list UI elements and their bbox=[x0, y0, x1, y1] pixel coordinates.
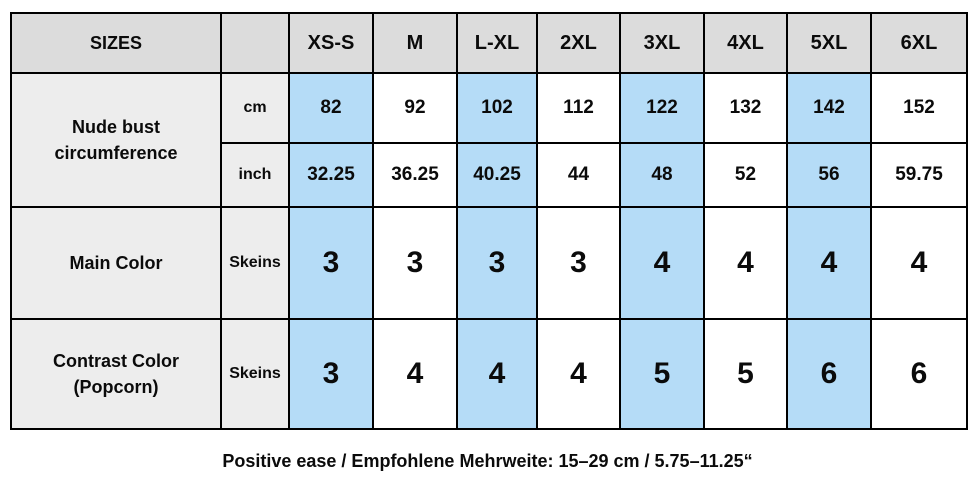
size-chart-table: SIZES XS-S M L-XL 2XL 3XL 4XL 5XL 6XL Nu… bbox=[10, 12, 968, 430]
bust-inch-value: 40.25 bbox=[456, 142, 538, 208]
bust-inch-value: 52 bbox=[703, 142, 788, 208]
main-color-skeins-value: 3 bbox=[536, 206, 621, 320]
table-title: SIZES bbox=[10, 12, 222, 74]
bust-inch-value: 36.25 bbox=[372, 142, 458, 208]
main-color-skeins-value: 3 bbox=[288, 206, 374, 320]
main-color-skeins-value: 3 bbox=[372, 206, 458, 320]
contrast-color-skeins-value: 4 bbox=[456, 318, 538, 430]
main-color-unit-label: Skeins bbox=[220, 206, 290, 320]
size-header-l-xl: L-XL bbox=[456, 12, 538, 74]
size-header-6xl: 6XL bbox=[870, 12, 968, 74]
contrast-color-skeins-value: 5 bbox=[703, 318, 788, 430]
contrast-color-row-label: Contrast Color (Popcorn) bbox=[10, 318, 222, 430]
size-header-m: M bbox=[372, 12, 458, 74]
bust-inch-value: 32.25 bbox=[288, 142, 374, 208]
bust-cm-value: 82 bbox=[288, 72, 374, 144]
bust-cm-value: 142 bbox=[786, 72, 872, 144]
size-header-4xl: 4XL bbox=[703, 12, 788, 74]
size-header-3xl: 3XL bbox=[619, 12, 705, 74]
main-color-skeins-value: 4 bbox=[703, 206, 788, 320]
bust-inch-unit-label: inch bbox=[220, 142, 290, 208]
contrast-color-skeins-value: 6 bbox=[870, 318, 968, 430]
contrast-color-skeins-value: 6 bbox=[786, 318, 872, 430]
main-color-skeins-value: 3 bbox=[456, 206, 538, 320]
header-row: SIZES XS-S M L-XL 2XL 3XL 4XL 5XL 6XL bbox=[10, 12, 968, 74]
main-color-skeins-value: 4 bbox=[870, 206, 968, 320]
main-color-row: Main Color Skeins 3 3 3 3 4 4 4 4 bbox=[10, 206, 968, 320]
bust-cm-value: 92 bbox=[372, 72, 458, 144]
bust-cm-value: 112 bbox=[536, 72, 621, 144]
contrast-color-skeins-value: 5 bbox=[619, 318, 705, 430]
unit-header-empty bbox=[220, 12, 290, 74]
bust-cm-value: 152 bbox=[870, 72, 968, 144]
contrast-color-unit-label: Skeins bbox=[220, 318, 290, 430]
bust-cm-unit-label: cm bbox=[220, 72, 290, 144]
bust-cm-value: 122 bbox=[619, 72, 705, 144]
contrast-color-skeins-value: 4 bbox=[536, 318, 621, 430]
main-color-skeins-value: 4 bbox=[619, 206, 705, 320]
bust-inch-row: inch 32.25 36.25 40.25 44 48 52 56 59.75 bbox=[11, 142, 968, 208]
contrast-color-skeins-value: 4 bbox=[372, 318, 458, 430]
size-chart-page: SIZES XS-S M L-XL 2XL 3XL 4XL 5XL 6XL Nu… bbox=[10, 12, 968, 471]
contrast-color-row: Contrast Color (Popcorn) Skeins 3 4 4 4 … bbox=[10, 318, 968, 430]
size-header-5xl: 5XL bbox=[786, 12, 872, 74]
size-header-2xl: 2XL bbox=[536, 12, 621, 74]
bust-inch-value: 44 bbox=[536, 142, 621, 208]
bust-cm-row: Nude bust circumference cm 82 92 102 112… bbox=[10, 72, 968, 208]
bust-inch-value: 48 bbox=[619, 142, 705, 208]
bust-cm-value: 132 bbox=[703, 72, 788, 144]
bust-inch-value: 56 bbox=[786, 142, 872, 208]
main-color-row-label: Main Color bbox=[10, 206, 222, 320]
bust-cm-value: 102 bbox=[456, 72, 538, 144]
bust-row-label: Nude bust circumference bbox=[10, 72, 222, 208]
contrast-color-skeins-value: 3 bbox=[288, 318, 374, 430]
positive-ease-note: Positive ease / Empfohlene Mehrweite: 15… bbox=[222, 451, 753, 471]
main-color-skeins-value: 4 bbox=[786, 206, 872, 320]
bust-inch-value: 59.75 bbox=[870, 142, 968, 208]
size-header-xs-s: XS-S bbox=[288, 12, 374, 74]
